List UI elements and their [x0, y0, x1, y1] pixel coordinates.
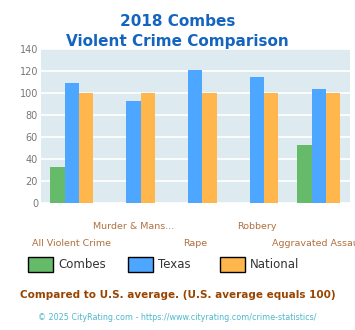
- Bar: [79, 93, 93, 203]
- Bar: [126, 101, 141, 203]
- Bar: [326, 93, 340, 203]
- Bar: [141, 93, 155, 203]
- Bar: [264, 93, 278, 203]
- Text: © 2025 CityRating.com - https://www.cityrating.com/crime-statistics/: © 2025 CityRating.com - https://www.city…: [38, 313, 317, 322]
- Bar: [297, 145, 312, 203]
- Bar: [250, 77, 264, 203]
- Bar: [202, 93, 217, 203]
- Text: Aggravated Assault: Aggravated Assault: [272, 239, 355, 248]
- Text: 2018 Combes: 2018 Combes: [120, 14, 235, 29]
- Text: Murder & Mans...: Murder & Mans...: [93, 222, 174, 231]
- Text: Compared to U.S. average. (U.S. average equals 100): Compared to U.S. average. (U.S. average …: [20, 290, 335, 300]
- Text: National: National: [250, 257, 300, 271]
- Bar: [188, 70, 202, 203]
- Text: Texas: Texas: [158, 257, 191, 271]
- Text: Combes: Combes: [59, 257, 106, 271]
- Bar: [65, 83, 79, 203]
- Text: Violent Crime Comparison: Violent Crime Comparison: [66, 34, 289, 49]
- Bar: [50, 167, 65, 203]
- Text: Rape: Rape: [183, 239, 207, 248]
- Bar: [312, 89, 326, 203]
- Text: All Violent Crime: All Violent Crime: [32, 239, 111, 248]
- Text: Robbery: Robbery: [237, 222, 277, 231]
